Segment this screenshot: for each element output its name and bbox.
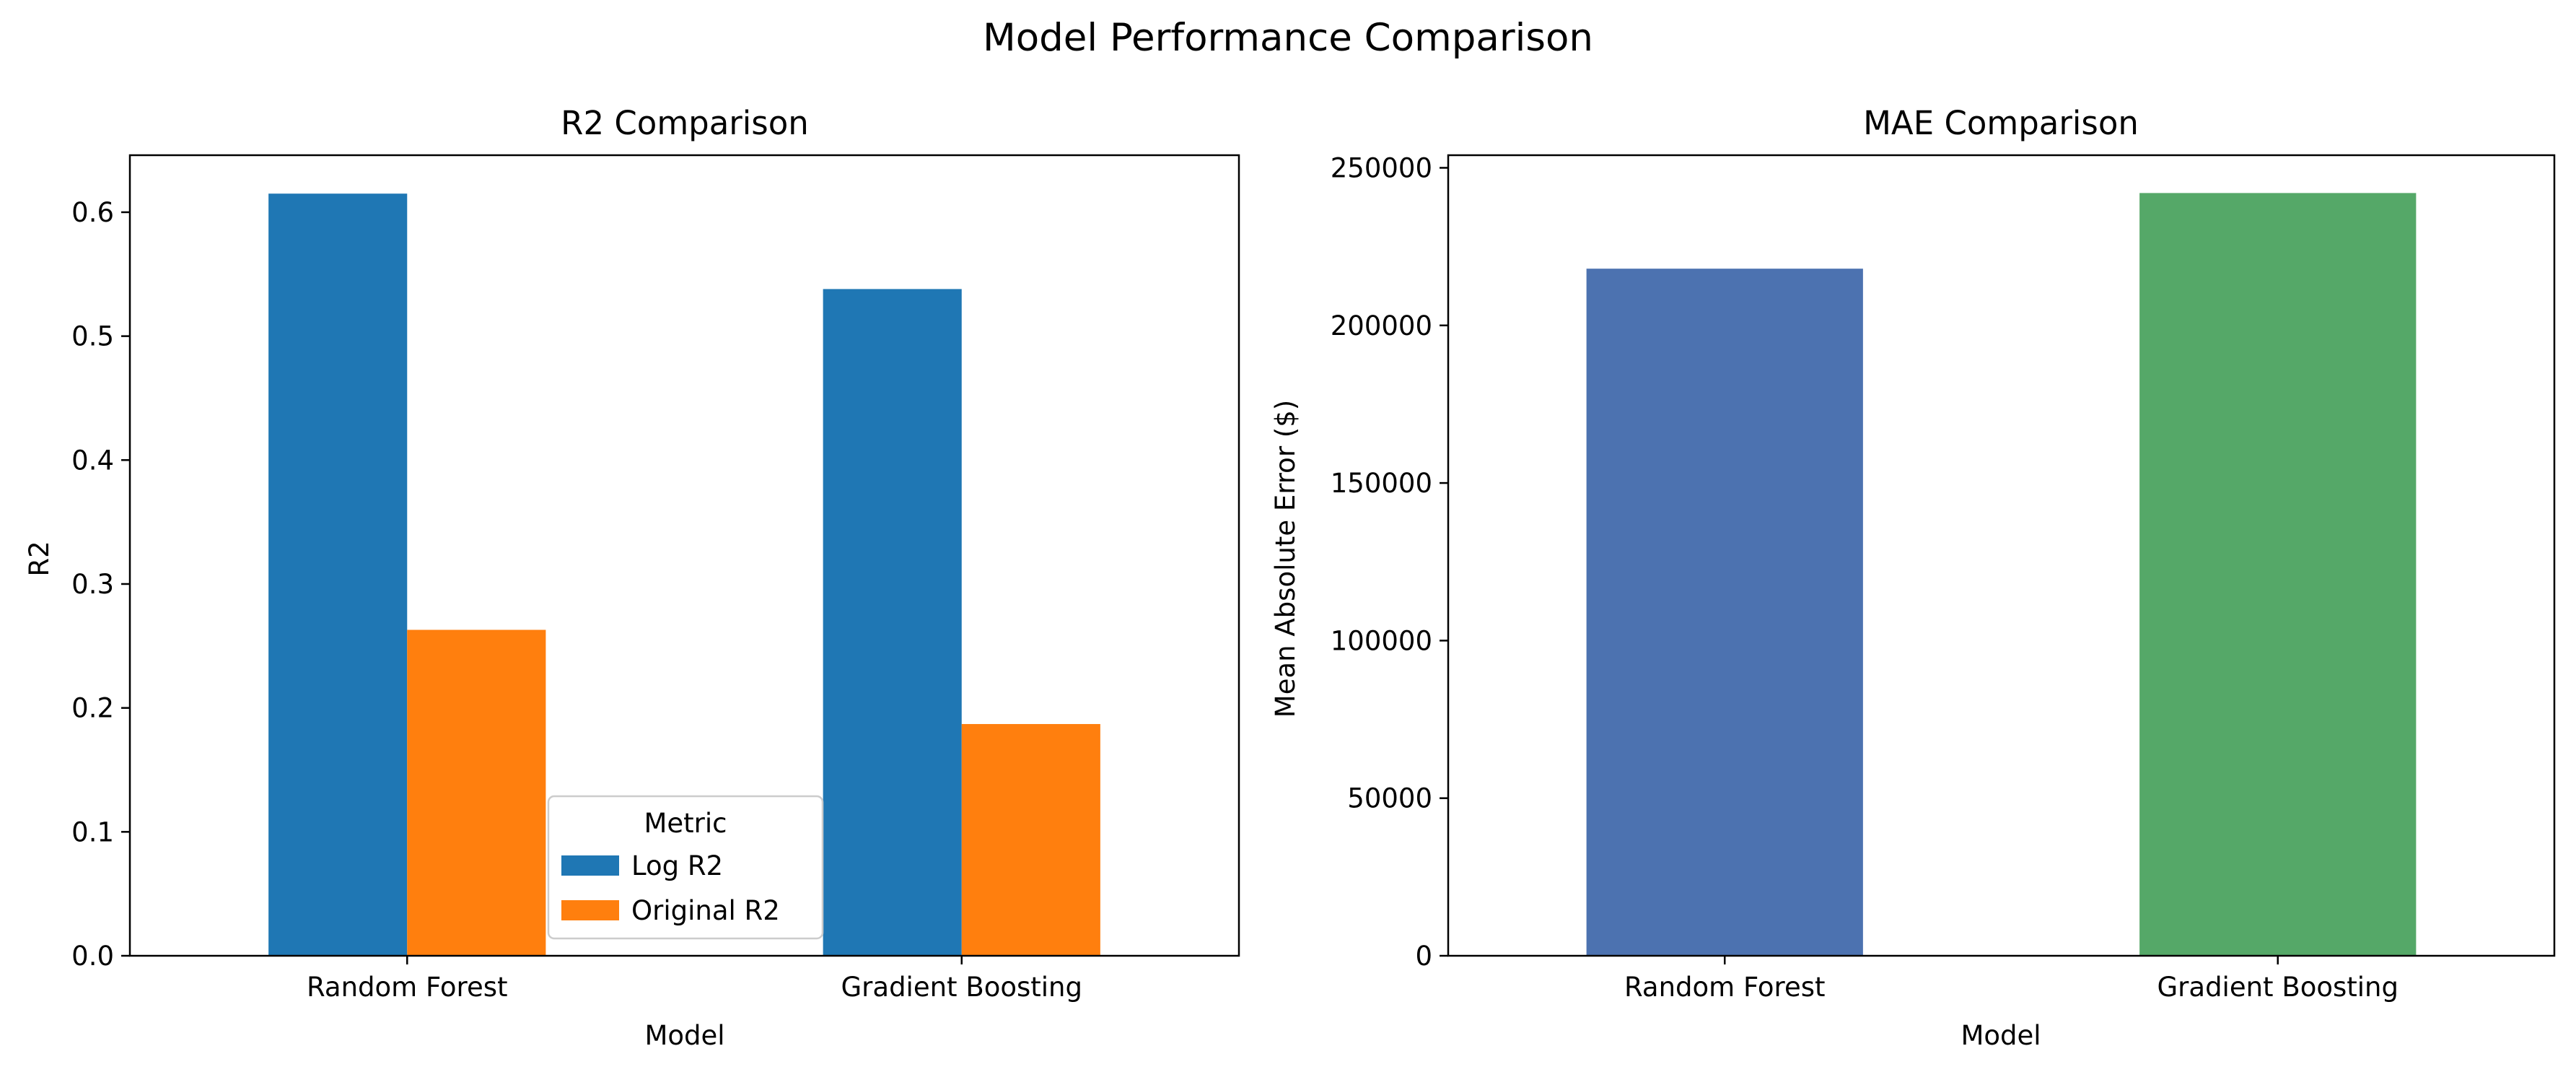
r2-y-axis-label: R2	[24, 541, 55, 576]
mae-comparison-chart: MAE Comparison Model Mean Absolute Error…	[1270, 104, 2556, 1051]
r2-y-tick-label: 0.6	[71, 197, 114, 228]
r2-axes-frame	[128, 154, 1240, 957]
r2-comparison-chart: R2 Comparison Model R2 0.0 0.1 0.2 0.3 0.4 0.…	[24, 104, 1240, 1051]
r2-x-tick-label: Random Forest	[307, 972, 508, 1003]
mae-y-tick-label: 50000	[1347, 783, 1432, 814]
mae-y-tick-label: 200000	[1331, 310, 1432, 341]
mae-y-tick-label: 150000	[1331, 468, 1432, 499]
r2-y-tick-label: 0.3	[71, 569, 114, 600]
r2-chart-title: R2 Comparison	[561, 104, 809, 142]
r2-x-axis-label: Model	[644, 1020, 724, 1051]
r2-y-tick-label: 0.2	[71, 693, 114, 724]
r2-bar-log-r2-gradient-boosting	[823, 289, 962, 956]
mae-y-tick-label: 0	[1415, 941, 1432, 972]
r2-y-tick-label: 0.0	[71, 941, 114, 972]
mae-x-tick-label: Gradient Boosting	[2157, 972, 2398, 1003]
mae-bar-random-forest	[1586, 269, 1863, 956]
r2-bar-original-r2-random-forest	[407, 629, 546, 956]
figure-title: Model Performance Comparison	[983, 16, 1593, 60]
r2-x-tick-label: Gradient Boosting	[841, 972, 1082, 1003]
r2-y-tick-label: 0.4	[71, 445, 114, 476]
r2-legend-label-original-r2: Original R2	[631, 895, 780, 926]
mae-chart-title: MAE Comparison	[1863, 104, 2139, 142]
mae-y-axis-label: Mean Absolute Error ($)	[1270, 400, 1301, 718]
mae-y-tick-label: 100000	[1331, 625, 1432, 656]
mae-y-tick-label: 250000	[1331, 152, 1432, 183]
mae-bar-gradient-boosting	[2139, 193, 2417, 956]
r2-legend: Metric Log R2 Original R2	[547, 795, 824, 940]
r2-legend-swatch-original-r2	[561, 900, 619, 920]
r2-y-tick-label: 0.1	[71, 816, 114, 847]
mae-x-tick-label: Random Forest	[1624, 972, 1826, 1003]
mae-x-axis-label: Model	[1961, 1020, 2041, 1051]
r2-y-tick-label: 0.5	[71, 321, 114, 352]
r2-legend-label-log-r2: Log R2	[631, 850, 723, 881]
r2-legend-swatch-log-r2	[561, 855, 619, 876]
r2-bar-log-r2-random-forest	[268, 193, 408, 956]
mae-axes-frame	[1447, 154, 2556, 957]
r2-bar-original-r2-gradient-boosting	[961, 723, 1100, 956]
r2-legend-title: Metric	[644, 808, 727, 839]
